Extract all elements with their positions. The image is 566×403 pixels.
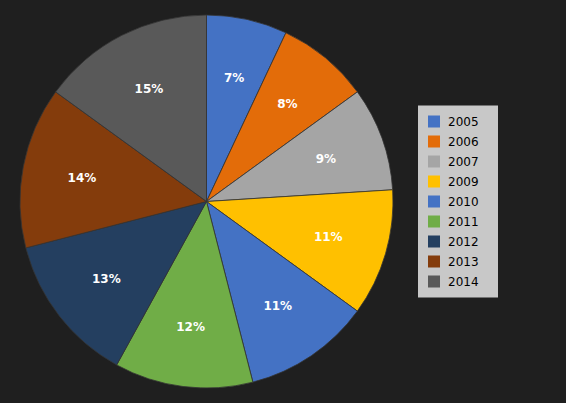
legend-item: 2007 [428, 155, 479, 169]
legend-swatch [428, 216, 440, 228]
chart: 7% 8% 9% 11% 11% 12% 13% 14% 15% 2005 2006 2007 2009… [0, 0, 566, 403]
legend-swatch [428, 256, 440, 268]
legend-label: 2014 [448, 275, 479, 289]
legend-swatch [428, 176, 440, 188]
background [0, 0, 566, 403]
legend-item: 2009 [428, 175, 479, 189]
data-label: 9% [316, 152, 336, 166]
legend-label: 2007 [448, 155, 479, 169]
legend-item: 2011 [428, 215, 479, 229]
data-label: 8% [277, 97, 297, 111]
pie-slice [207, 92, 393, 202]
legend-item: 2010 [428, 195, 479, 209]
legend-item: 2012 [428, 235, 479, 249]
legend-swatch [428, 136, 440, 148]
data-label: 14% [68, 171, 97, 185]
legend-background [418, 106, 498, 298]
legend-item: 2006 [428, 135, 479, 149]
pie [20, 15, 393, 388]
legend-label: 2012 [448, 235, 479, 249]
pie-slice [56, 15, 207, 202]
legend-label: 2006 [448, 135, 479, 149]
legend-label: 2010 [448, 195, 479, 209]
legend-swatch [428, 276, 440, 288]
data-label: 13% [92, 272, 121, 286]
data-label: 12% [176, 320, 205, 334]
data-labels: 7% 8% 9% 11% 11% 12% 13% 14% 15% [68, 71, 343, 335]
data-label: 15% [135, 82, 164, 96]
legend-item: 2005 [428, 115, 479, 129]
legend-label: 2009 [448, 175, 479, 189]
data-label: 11% [314, 230, 343, 244]
legend-item: 2013 [428, 255, 479, 269]
legend-swatch [428, 196, 440, 208]
legend-label: 2005 [448, 115, 479, 129]
legend-swatch [428, 156, 440, 168]
data-label: 7% [224, 71, 244, 85]
data-label: 11% [263, 299, 292, 313]
legend-swatch [428, 116, 440, 128]
legend-swatch [428, 236, 440, 248]
legend-item: 2014 [428, 275, 479, 289]
legend-label: 2013 [448, 255, 479, 269]
legend: 2005 2006 2007 2009 2010 2011 2012 2013 2014 [418, 106, 498, 298]
legend-label: 2011 [448, 215, 479, 229]
